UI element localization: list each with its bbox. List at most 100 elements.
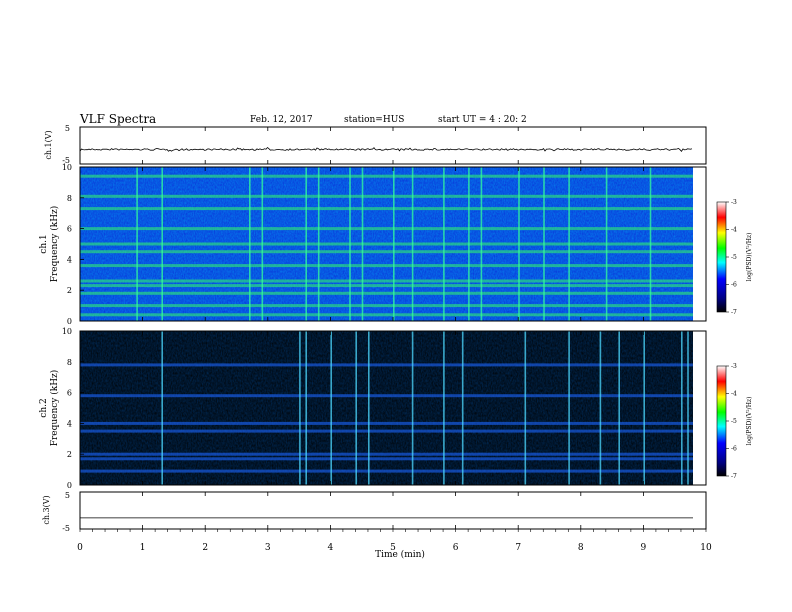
ch2-spectrogram-ylabel-frequency: Frequency (kHz) [49,370,60,447]
ch1-ytick-bottom: -5 [62,156,70,165]
ch2-spectrogram-spike-10 [568,331,570,485]
x-tick-label: 0 [77,543,83,553]
x-tick-label: 10 [700,543,712,553]
ch2-spectrogram-ytick-label: 10 [62,327,72,336]
colorbar-tick-label: -6 [731,446,737,453]
ch1-spectrogram-ytick-label: 4 [67,255,72,264]
ch2-spectrogram-spike-14 [681,331,683,485]
x-tick-label: 9 [641,543,647,553]
colorbar-ch1: log(PSD)(V²/Hz) -3 -4 -5 -6 -7 [716,199,753,316]
ch1-spectrogram-ytick-label: 0 [67,317,72,326]
colorbar-tick-label: -4 [731,391,737,398]
ch1-spectrogram-spike-0 [136,167,138,321]
ch2-spectrogram-spike-4 [355,331,357,485]
ch1-spectrogram-spike-3 [261,167,264,321]
ch2-spectrogram-spike-8 [461,331,464,485]
ch1-ylabel: ch.1(V) [44,130,53,159]
ch2-spectrogram-band-1 [80,457,693,461]
ch2-spectrogram-spike-3 [330,331,332,485]
ch1-spectrogram-ytick-label: 8 [67,194,72,203]
colorbar-ch2-label: log(PSD)(V²/Hz) [746,397,753,446]
date-label: Feb. 12, 2017 [250,115,313,125]
ch1-spectrogram-spike-1 [161,167,163,321]
colorbar-tick-label: -4 [731,227,737,234]
ch1-ytick-top: 5 [65,124,70,133]
ch2-spectrogram-ytick-label: 6 [67,389,72,398]
ch1-waveform-trace [79,146,693,153]
x-tick-label: 6 [453,543,459,553]
ch2-spectrogram-spike-11 [599,331,602,485]
ch2-spectrogram-ytick-label: 2 [67,450,72,459]
ch2-spectrogram-ytick-label: 0 [67,481,72,490]
ch2-spectrogram-ylabel-channel: ch.2 [39,398,49,417]
ch2-spectrogram-spike-6 [411,331,414,485]
x-tick-label: 3 [265,543,271,553]
ch3-waveform-panel: 5 -5 ch.3(V) [42,491,707,533]
ch1-spectrogram-spike-8 [393,167,395,321]
ch2-spectrogram-spike-0 [161,331,163,485]
ch1-spectrogram-spike-16 [605,167,608,321]
ch3-ytick-bottom: -5 [62,524,70,533]
ch1-spectrogram-spike-13 [518,167,520,321]
ch2-spectrogram-ytick-label: 4 [67,419,72,428]
ch1-spectrogram-spike-6 [349,167,351,321]
ch1-waveform-panel: 5 -5 ch.1(V) [44,124,707,165]
colorbar-ch2: log(PSD)(V²/Hz) -3 -4 -5 -6 -7 [716,363,753,480]
x-tick-label: 8 [578,543,584,553]
ch2-spectrogram-spike-1 [299,331,301,485]
ch1-spectrogram-spike-9 [411,167,414,321]
ch1-spectrogram-spike-5 [317,167,320,321]
ch1-spectrogram-ytick-label: 10 [62,163,72,172]
ch1-spectrogram-band-8 [80,227,693,231]
colorbar-tick-label: -7 [731,473,737,480]
ch1-spectrogram-band-1 [80,304,693,308]
ch1-spectrogram-band-3 [80,284,693,288]
colorbar-tick-label: -3 [731,199,737,206]
ch2-spectrogram-spike-2 [305,331,307,485]
ch2-spectrogram-panel: 0 2 4 6 8 10 ch.2 Frequency (kHz) [39,327,707,490]
ch2-spectrogram-spike-7 [443,331,445,485]
ch1-spectrogram-ylabel-frequency: Frequency (kHz) [49,206,60,283]
ch2-spectrogram-spike-13 [643,331,645,485]
ch2-spectrogram-band-5 [80,394,693,398]
ch2-spectrogram-spike-12 [618,331,620,485]
ch2-spectrogram-band-3 [80,429,693,433]
ch1-spectrogram-band-2 [80,291,693,295]
ch1-spectrogram-band-5 [80,264,693,268]
ch1-spectrogram-band-4 [80,279,693,283]
ch2-spectrogram-band-4 [80,421,693,425]
colorbar-ch1-label: log(PSD)(V²/Hz) [746,233,753,282]
ch1-spectrogram-spike-15 [568,167,570,321]
ch1-spectrogram-band-9 [80,207,693,211]
x-tick-label: 4 [328,543,334,553]
ch1-spectrogram-spike-12 [480,167,483,321]
x-tick-label: 7 [515,543,521,553]
colorbar-tick-label: -5 [731,254,737,261]
time-axis: 0 1 2 3 4 5 6 7 8 9 10 [77,127,712,553]
ch1-spectrogram-ytick-label: 2 [67,286,72,295]
ch1-spectrogram-band-11 [80,174,693,178]
ch2-spectrogram-spike-5 [368,331,370,485]
x-tick-label: 1 [140,543,146,553]
x-tick-label: 5 [390,543,396,553]
colorbar-tick-label: -3 [731,363,737,370]
start-time-label: start UT = 4 : 20: 2 [438,115,527,125]
ch3-ytick-top: 5 [65,491,70,500]
ch2-spectrogram-band-6 [80,363,693,367]
ch1-spectrogram-band-6 [80,250,693,254]
ch1-spectrogram-spike-2 [249,167,251,321]
ch1-spectrogram-ylabel-channel: ch.1 [39,234,49,253]
ch2-spectrogram-ytick-label: 8 [67,358,72,367]
ch1-spectrogram-spike-17 [649,167,652,321]
colorbar-tick-label: -6 [731,282,737,289]
ch2-spectrogram-spike-15 [687,331,689,485]
ch1-spectrogram-ytick-label: 6 [67,225,72,234]
ch1-spectrogram-band-0 [80,313,693,317]
colorbar-tick-label: -7 [731,309,737,316]
x-axis-label: Time (min) [375,549,425,560]
ch3-ylabel: ch.3(V) [42,495,51,524]
colorbar-tick-label: -5 [731,418,737,425]
ch1-spectrogram-panel: 0 2 4 6 8 10 ch.1 Frequency (kHz) [39,163,707,326]
ch1-spectrogram-spike-7 [361,167,364,321]
